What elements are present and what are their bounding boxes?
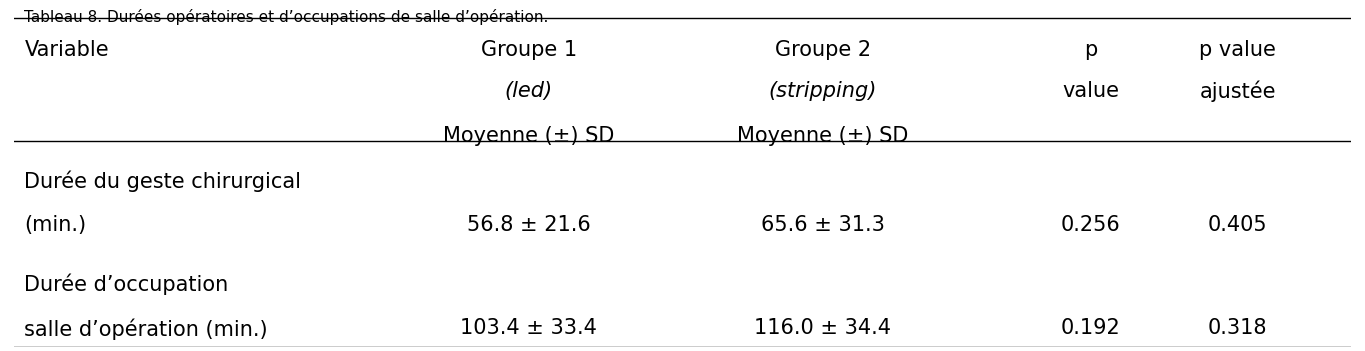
Text: Tableau 8. Durées opératoires et d’occupations de salle d’opération.: Tableau 8. Durées opératoires et d’occup… [25,9,549,25]
Text: Durée d’occupation: Durée d’occupation [25,273,228,295]
Text: (led): (led) [505,81,553,101]
Text: Moyenne (±) SD: Moyenne (±) SD [737,126,909,146]
Text: 65.6 ± 31.3: 65.6 ± 31.3 [762,215,885,235]
Text: p value: p value [1200,40,1276,60]
Text: (min.): (min.) [25,215,86,235]
Text: 0.405: 0.405 [1208,215,1268,235]
Text: p: p [1084,40,1097,60]
Text: salle d’opération (min.): salle d’opération (min.) [25,318,268,340]
Text: 0.192: 0.192 [1061,318,1121,338]
Text: 103.4 ± 33.4: 103.4 ± 33.4 [460,318,597,338]
Text: Groupe 2: Groupe 2 [775,40,871,60]
Text: ajustée: ajustée [1200,81,1276,102]
Text: Moyenne (±) SD: Moyenne (±) SD [444,126,614,146]
Text: 116.0 ± 34.4: 116.0 ± 34.4 [755,318,891,338]
Text: value: value [1062,81,1119,101]
Text: 0.318: 0.318 [1208,318,1267,338]
Text: (stripping): (stripping) [768,81,878,101]
Text: Variable: Variable [25,40,109,60]
Text: 0.256: 0.256 [1061,215,1121,235]
Text: Durée du geste chirurgical: Durée du geste chirurgical [25,170,302,192]
Text: 56.8 ± 21.6: 56.8 ± 21.6 [467,215,591,235]
Text: Groupe 1: Groupe 1 [480,40,577,60]
